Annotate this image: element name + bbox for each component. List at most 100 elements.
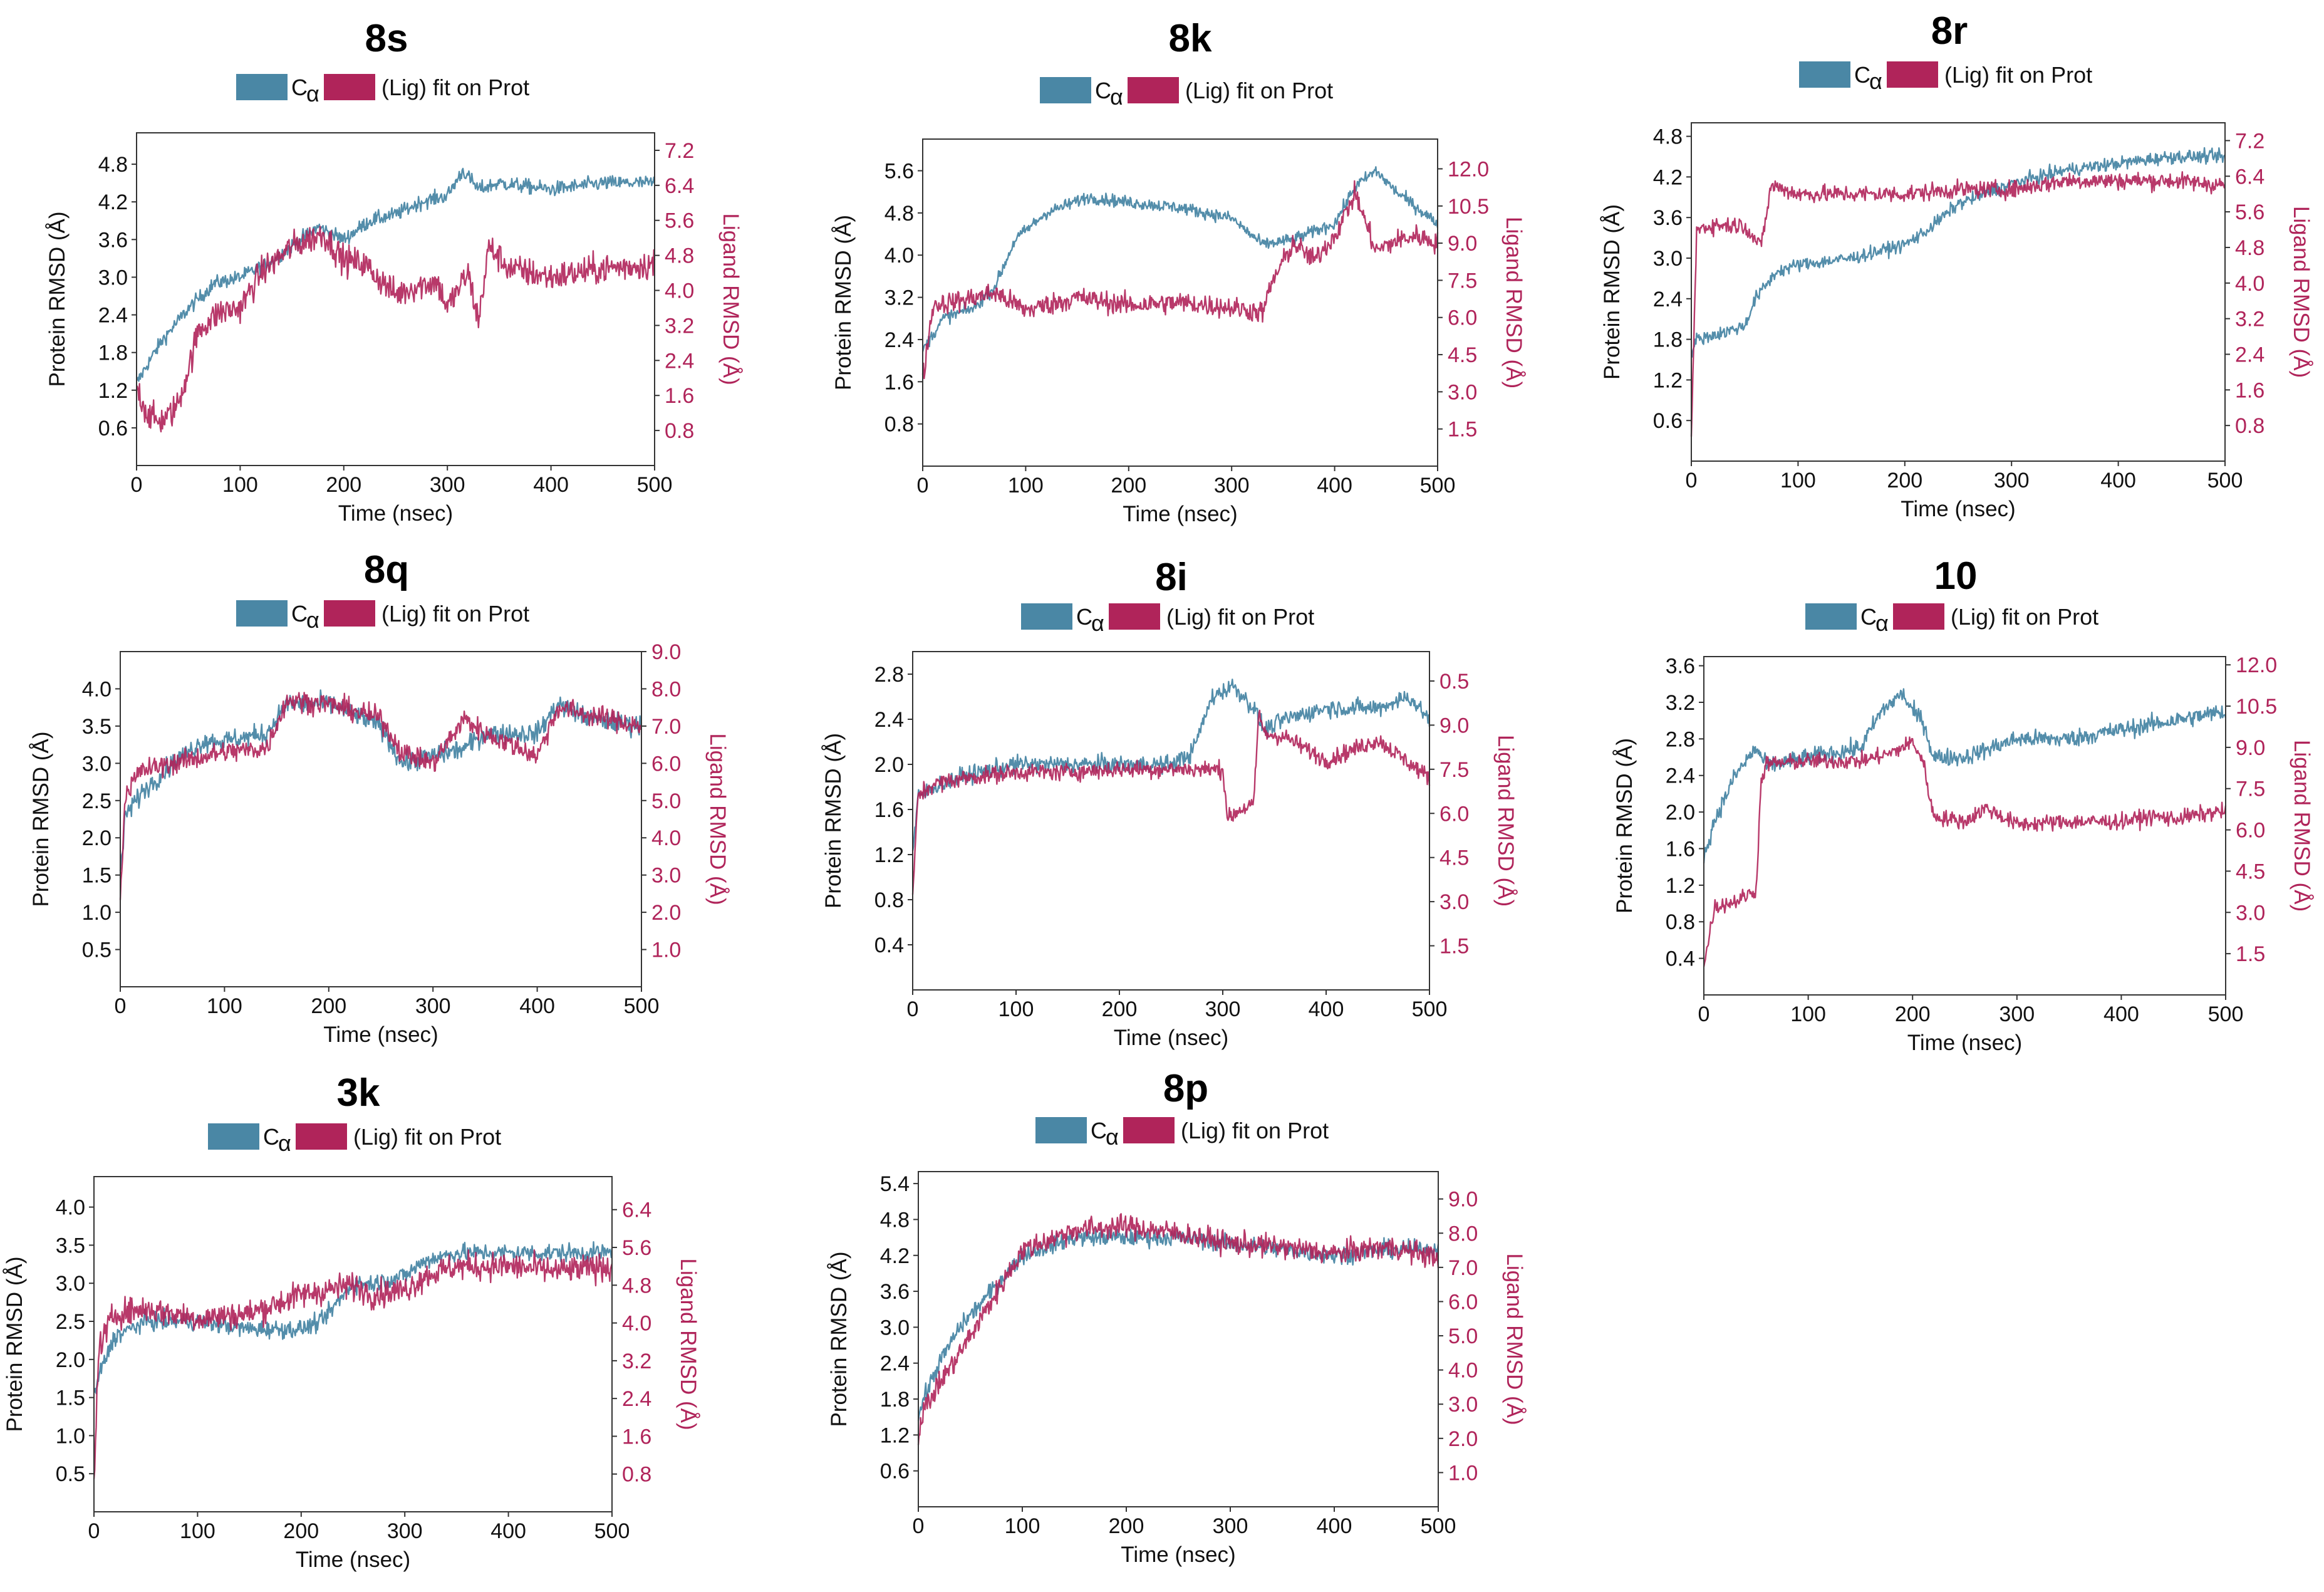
x-tick-label: 200 (1102, 997, 1138, 1021)
x-tick-label: 0 (917, 474, 929, 497)
y2-axis-label: Ligand RMSD (Å) (1502, 217, 1526, 388)
y-tick-label: 3.0 (56, 1272, 85, 1296)
y2-tick-label: 1.6 (665, 384, 694, 408)
legend-swatch-ligand (296, 1123, 347, 1150)
y-tick-label: 3.5 (56, 1234, 85, 1257)
y2-tick-label: 6.4 (2235, 165, 2264, 189)
y2-tick-label: 4.0 (665, 279, 694, 303)
y-tick-label: 5.4 (880, 1172, 910, 1196)
y2-tick-label: 4.0 (2235, 272, 2264, 296)
x-tick-label: 500 (1420, 474, 1456, 497)
y-tick-label: 3.6 (880, 1280, 910, 1304)
x-tick-label: 100 (1780, 469, 1816, 492)
y2-tick-label: 4.0 (622, 1312, 651, 1336)
x-axis-label: Time (nsec) (338, 501, 453, 526)
y-tick-label: 0.8 (874, 888, 904, 912)
y2-axis-label: Ligand RMSD (Å) (676, 1258, 700, 1430)
series-line-ligand (917, 1213, 1440, 1445)
y-tick-label: 1.6 (884, 370, 914, 394)
y-tick-label: 4.8 (98, 153, 128, 177)
legend-label-ligand: (Lig) fit on Prot (381, 601, 529, 627)
chart-panel-3k: 3k Cα (Lig) fit on Prot 0 100 200 300 400 500 0.5… (3, 1071, 700, 1572)
chart-legend: Cα (Lig) fit on Prot (1035, 1117, 1329, 1150)
y2-tick-label: 3.2 (665, 314, 694, 338)
y-tick-label: 4.0 (56, 1196, 85, 1220)
legend-swatch-ligand (324, 600, 375, 627)
y-tick-label: 2.5 (82, 789, 112, 813)
chart-legend: Cα (Lig) fit on Prot (1021, 603, 1314, 636)
y2-tick-label: 6.0 (1448, 1290, 1478, 1314)
x-axis-label: Time (nsec) (1907, 1031, 2022, 1055)
y-tick-label: 4.0 (82, 677, 112, 701)
y2-axis-label: Ligand RMSD (Å) (2290, 740, 2314, 912)
y2-tick-label: 4.0 (651, 826, 681, 850)
y2-tick-label: 9.0 (1448, 232, 1477, 256)
legend-label-ca: C (1091, 1118, 1107, 1143)
x-tick-label: 200 (283, 1519, 319, 1543)
x-tick-label: 500 (624, 994, 660, 1018)
y2-tick-label: 3.0 (1440, 890, 1469, 914)
chart-title: 8s (365, 17, 408, 60)
x-tick-label: 200 (1109, 1514, 1144, 1538)
plot-frame (93, 1176, 613, 1512)
y-tick-label: 2.0 (56, 1348, 85, 1372)
y2-axis-label: Ligand RMSD (Å) (1502, 1253, 1527, 1425)
chart-legend: Cα (Lig) fit on Prot (236, 600, 529, 633)
y2-tick-label: 7.5 (1448, 269, 1477, 293)
legend-label-ca: C (291, 601, 308, 627)
x-tick-label: 400 (1309, 997, 1344, 1021)
legend-label-ligand: (Lig) fit on Prot (1951, 604, 2098, 630)
chart-title: 8k (1169, 17, 1212, 60)
y-tick-label: 2.4 (874, 708, 904, 732)
x-tick-label: 0 (913, 1514, 925, 1538)
legend-label-ca-sub: α (1106, 1124, 1119, 1150)
y2-tick-label: 1.5 (1448, 418, 1477, 442)
y2-tick-label: 5.0 (651, 789, 681, 813)
y-tick-label: 1.8 (880, 1388, 910, 1412)
x-tick-label: 200 (311, 994, 346, 1018)
y-tick-label: 1.6 (1666, 837, 1695, 861)
y2-tick-label: 7.2 (2235, 129, 2264, 153)
y-axis-label: Protein RMSD (Å) (827, 1251, 851, 1427)
chart-title: 8i (1155, 556, 1188, 599)
y-tick-label: 4.2 (1653, 165, 1683, 189)
y2-tick-label: 3.0 (1448, 380, 1477, 404)
y2-tick-label: 4.8 (665, 244, 694, 268)
y-tick-label: 2.4 (884, 328, 914, 352)
x-tick-label: 400 (2104, 1002, 2139, 1026)
legend-label-ca-sub: α (1875, 610, 1889, 636)
y-tick-label: 0.8 (884, 413, 914, 437)
x-tick-label: 0 (131, 473, 143, 497)
chart-title: 8r (1931, 9, 1968, 53)
legend-label-ca-sub: α (278, 1130, 291, 1156)
x-tick-label: 300 (1994, 469, 2030, 492)
y2-tick-label: 9.0 (651, 640, 681, 664)
y-tick-label: 1.0 (82, 901, 112, 925)
y-axis-label: Protein RMSD (Å) (45, 211, 70, 387)
y2-tick-label: 1.5 (2236, 942, 2265, 966)
y-tick-label: 2.8 (874, 663, 904, 687)
x-tick-label: 200 (326, 473, 361, 497)
y-tick-label: 2.0 (82, 826, 112, 850)
y-tick-label: 1.2 (1666, 874, 1695, 898)
chart-panel-8i: 8i Cα (Lig) fit on Prot 0 100 200 300 400 500 0.4… (821, 556, 1518, 1050)
x-axis-label: Time (nsec) (1114, 1026, 1228, 1050)
chart-title: 8p (1163, 1067, 1208, 1110)
y2-tick-label: 12.0 (1448, 157, 1489, 181)
x-tick-label: 100 (1008, 474, 1044, 497)
y2-tick-label: 3.2 (622, 1350, 651, 1373)
x-tick-label: 200 (1895, 1002, 1931, 1026)
y-tick-label: 1.5 (82, 864, 112, 888)
y2-tick-label: 9.0 (2236, 736, 2265, 760)
y2-tick-label: 0.8 (2235, 414, 2264, 438)
legend-swatch-ligand (1123, 1117, 1175, 1143)
y-axis-label: Protein RMSD (Å) (3, 1256, 27, 1432)
y-tick-label: 3.6 (1666, 655, 1695, 679)
y-tick-label: 0.8 (1666, 910, 1695, 934)
y-tick-label: 0.6 (880, 1460, 910, 1484)
y2-tick-label: 2.0 (651, 901, 681, 925)
y2-tick-label: 1.6 (2235, 378, 2264, 402)
legend-label-ca-sub: α (1091, 610, 1104, 636)
chart-legend: Cα (Lig) fit on Prot (1805, 603, 2098, 636)
